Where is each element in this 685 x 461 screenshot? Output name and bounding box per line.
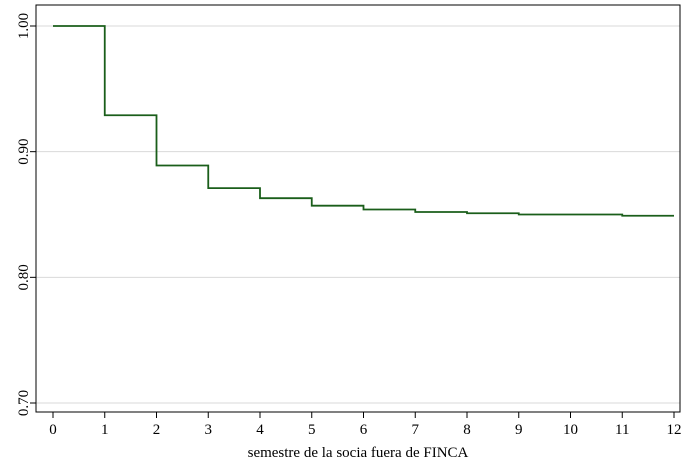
x-tick-label: 8: [463, 422, 471, 438]
x-tick-label: 9: [515, 422, 523, 438]
x-tick-label: 10: [563, 422, 578, 438]
x-tick-label: 12: [667, 422, 682, 438]
x-tick-label: 2: [153, 422, 161, 438]
x-tick-label: 5: [308, 422, 316, 438]
x-tick-label: 7: [412, 422, 420, 438]
x-tick-label: 6: [360, 422, 368, 438]
y-tick-label: 0.70: [16, 390, 32, 416]
y-axis: 0.70 0.80 0.90 1.00: [16, 13, 36, 416]
y-tick-label: 1.00: [16, 13, 32, 39]
x-tick-label: 0: [49, 422, 57, 438]
x-tick-label: 3: [205, 422, 213, 438]
x-tick-label: 1: [101, 422, 109, 438]
plot-frame: [35, 4, 681, 413]
x-tick-label: 4: [256, 422, 264, 438]
survival-step-line: [53, 25, 674, 217]
x-tick-label: 11: [615, 422, 629, 438]
grid-lines: [36, 25, 680, 404]
y-tick-label: 0.80: [16, 264, 32, 290]
series-layer: [53, 25, 674, 217]
x-axis-title: semestre de la socia fuera de FINCA: [248, 445, 469, 461]
y-tick-label: 0.90: [16, 139, 32, 165]
x-axis: 0 1 2 3 4 5 6 7 8 9 10 11 12: [49, 412, 682, 438]
